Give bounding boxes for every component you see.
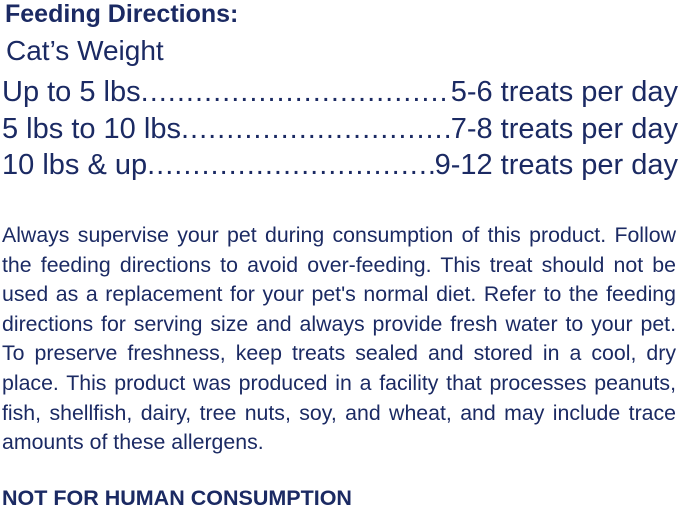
dot-leader xyxy=(147,149,434,182)
dot-leader xyxy=(181,113,451,146)
treat-amount: 9-12 treats per day xyxy=(434,149,678,181)
feeding-row: 5 lbs to 10 lbs 7-8 treats per day xyxy=(2,113,678,146)
weight-range: 5 lbs to 10 lbs xyxy=(2,113,181,145)
weight-range: 10 lbs & up xyxy=(2,149,148,181)
safety-paragraph: Always supervise your pet during consump… xyxy=(2,223,676,455)
weight-range: Up to 5 lbs xyxy=(2,76,141,108)
feeding-row: Up to 5 lbs 5-6 treats per day xyxy=(2,76,678,109)
treat-amount: 7-8 treats per day xyxy=(450,113,678,145)
feeding-row: 10 lbs & up 9-12 treats per day xyxy=(2,149,678,182)
warning-text: NOT FOR HUMAN CONSUMPTION xyxy=(2,486,352,510)
treat-amount: 5-6 treats per day xyxy=(450,76,678,108)
cats-weight-subheading: Cat’s Weight xyxy=(6,35,164,66)
feeding-directions-heading: Feeding Directions: xyxy=(5,0,239,28)
dot-leader xyxy=(141,76,451,109)
